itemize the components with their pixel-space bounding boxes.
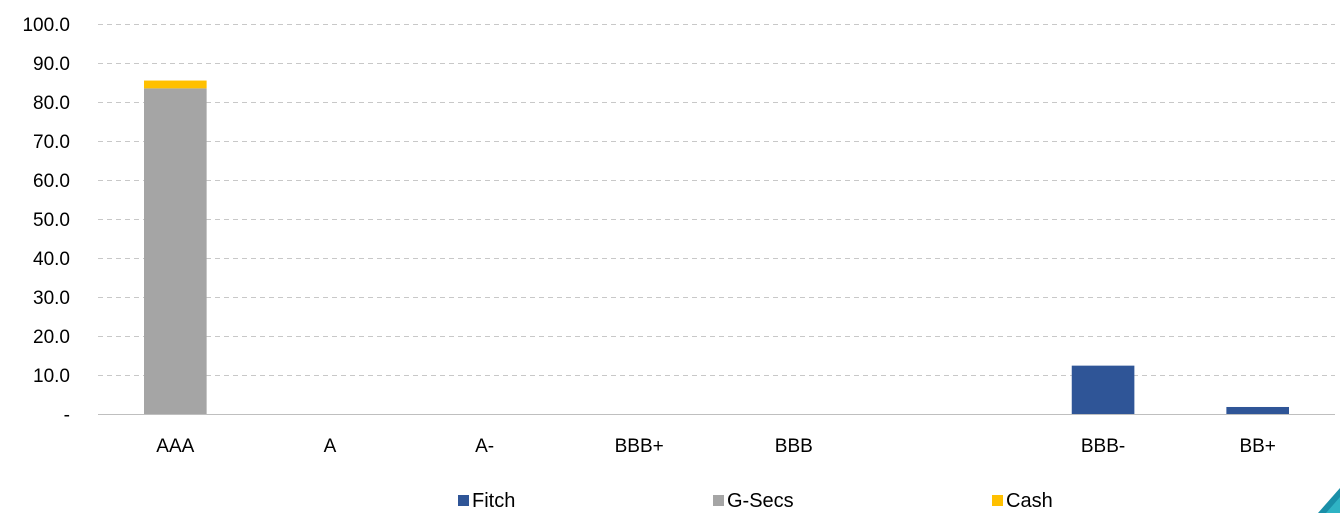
gridlines — [98, 24, 1335, 376]
bar-fitch-bbbminus — [1071, 365, 1135, 414]
legend-item-fitch: Fitch — [458, 490, 515, 512]
legend-item-cash: Cash — [992, 490, 1053, 512]
legend-swatch — [992, 495, 1003, 506]
bar-fitch-bbplus — [1226, 406, 1289, 414]
y-tick-label: 80.0 — [33, 93, 70, 114]
y-tick-label: 10.0 — [33, 366, 70, 387]
x-tick-label: A- — [475, 436, 494, 457]
y-axis-tick-labels: - 10.0 20.0 30.0 40.0 50.0 60.0 70.0 80.0 90.0 100… — [22, 15, 70, 426]
x-tick-label: A — [324, 436, 337, 457]
y-tick-label: 20.0 — [33, 327, 70, 348]
bar-cash-aaa — [144, 80, 207, 89]
y-tick-label: 60.0 — [33, 171, 70, 192]
x-axis-tick-labels: AAA A A- BBB+ BBB BBB- BB+ — [156, 436, 1276, 457]
legend-label: Cash — [1006, 490, 1053, 512]
x-tick-label: BBB- — [1081, 436, 1125, 457]
logo-corner-mark-accent — [1326, 497, 1340, 513]
y-tick-label: 70.0 — [33, 132, 70, 153]
y-tick-label: 40.0 — [33, 249, 70, 270]
x-tick-label: AAA — [156, 436, 194, 457]
legend-swatch — [458, 495, 469, 506]
legend: Fitch G-Secs Cash — [458, 490, 1053, 512]
y-tick-label: 100.0 — [22, 15, 70, 36]
bar-g-secs-aaa — [144, 88, 207, 414]
legend-label: Fitch — [472, 490, 515, 512]
x-tick-label: BB+ — [1239, 436, 1275, 457]
legend-label: G-Secs — [727, 490, 794, 512]
y-tick-label: - — [64, 405, 70, 426]
bars — [144, 80, 1289, 414]
y-tick-label: 50.0 — [33, 210, 70, 231]
x-tick-label: BBB — [775, 436, 813, 457]
y-tick-label: 90.0 — [33, 54, 70, 75]
y-tick-label: 30.0 — [33, 288, 70, 309]
legend-swatch — [713, 495, 724, 506]
x-tick-label: BBB+ — [615, 436, 664, 457]
legend-item-g-secs: G-Secs — [713, 490, 794, 512]
